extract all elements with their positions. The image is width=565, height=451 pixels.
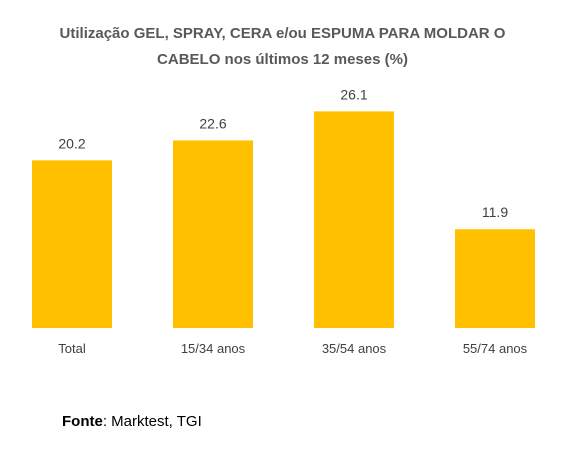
data-label: 22.6 <box>199 115 226 131</box>
bar-55-74-anos <box>455 229 535 328</box>
chart-title: Utilização GEL, SPRAY, CERA e/ou ESPUMA … <box>0 21 565 73</box>
source-text: : Marktest, TGI <box>102 413 202 430</box>
x-tick-label: 15/34 anos <box>181 341 246 356</box>
chart-title-line-1: Utilização GEL, SPRAY, CERA e/ou ESPUMA … <box>59 25 506 42</box>
data-label: 11.9 <box>482 204 508 220</box>
x-tick-label: Total <box>58 341 86 356</box>
chart-title-line-2: CABELO nos últimos 12 meses (%) <box>157 51 408 68</box>
source-note: Fonte: Marktest, TGI <box>62 413 202 430</box>
bar-total <box>32 160 112 328</box>
x-tick-label: 55/74 anos <box>463 341 528 356</box>
bar-35-54-anos <box>314 111 394 329</box>
data-label: 26.1 <box>340 86 367 102</box>
source-label: Fonte <box>62 413 103 430</box>
x-tick-label: 35/54 anos <box>322 341 387 356</box>
bar-15-34-anos <box>173 140 253 328</box>
data-label: 20.2 <box>58 135 85 151</box>
